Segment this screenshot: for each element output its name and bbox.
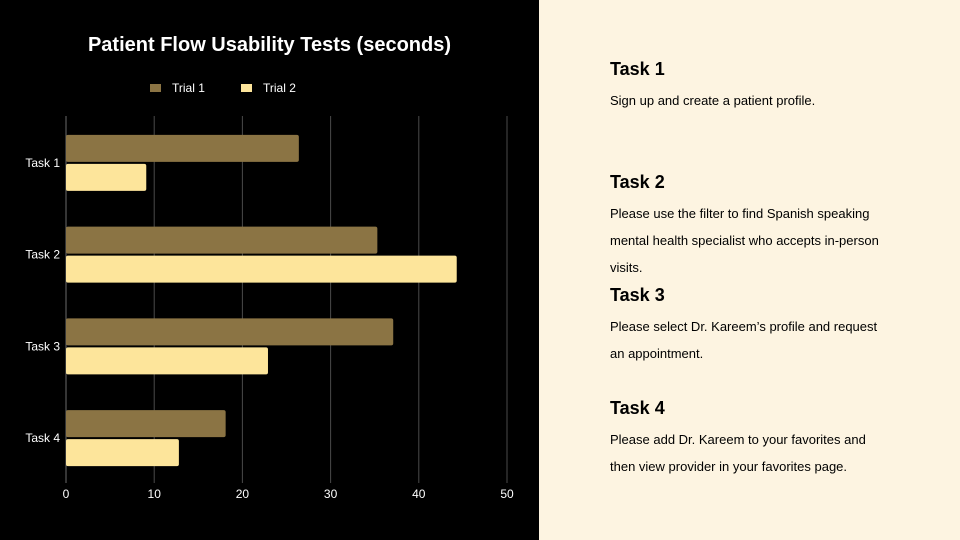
task-3-title: Task 3 — [610, 285, 665, 305]
task-4-line-1: Please add Dr. Kareem to your favorites … — [610, 432, 866, 447]
legend-label: Trial 2 — [263, 81, 296, 95]
bar-chart: 0 10 20 30 40 50 Task 1 Task 2 Task 3 Task 4 Trial… — [25, 81, 514, 501]
bar-trial-2-task-4 — [66, 439, 179, 467]
task-panel: Task 1 Sign up and create a patient prof… — [539, 0, 960, 540]
y-category-label: Task 2 — [25, 248, 60, 262]
task-4-title: Task 4 — [610, 398, 665, 418]
task-1-title: Task 1 — [610, 59, 665, 79]
task-2-line-1: Please use the filter to find Spanish sp… — [610, 206, 870, 221]
chart-title: Patient Flow Usability Tests (seconds) — [87, 34, 452, 56]
legend-swatch — [150, 84, 161, 92]
bar-trial-1-task-3 — [66, 318, 394, 346]
y-category-label: Task 1 — [25, 156, 60, 170]
bar-trial-1-task-1 — [66, 134, 299, 162]
task-4-block: Task 4 Please add Dr. Kareem to your fav… — [610, 396, 940, 480]
task-3-line-1: Please select Dr. Kareem’s profile and r… — [610, 319, 878, 334]
bar-trial-1-task-4 — [66, 410, 226, 438]
chart-panel: Patient Flow Usability Tests (seconds) 0… — [25, 34, 514, 501]
task-4-line-2: then view provider in your favorites pag… — [610, 459, 848, 474]
x-tick-label: 50 — [500, 487, 514, 501]
task-2-title: Task 2 — [610, 172, 665, 192]
y-category-label: Task 4 — [25, 431, 60, 445]
legend-swatch — [241, 84, 252, 92]
x-tick-label: 0 — [63, 487, 70, 501]
y-category-label: Task 3 — [25, 339, 60, 353]
x-tick-label: 10 — [148, 487, 162, 501]
x-tick-label: 40 — [412, 487, 426, 501]
bar-trial-1-task-2 — [66, 226, 378, 254]
task-1-block: Task 1 Sign up and create a patient prof… — [610, 57, 940, 114]
task-2-block: Task 2 Please use the filter to find Spa… — [610, 170, 940, 281]
task-2-line-3: visits. — [610, 260, 643, 275]
bar-trial-2-task-2 — [66, 255, 457, 283]
task-2-line-2: mental health specialist who accepts in-… — [610, 233, 879, 248]
bar-trial-2-task-1 — [66, 163, 147, 191]
x-tick-label: 30 — [324, 487, 338, 501]
legend-label: Trial 1 — [172, 81, 205, 95]
task-3-line-2: an appointment. — [610, 346, 704, 361]
bar-trial-2-task-3 — [66, 347, 268, 375]
x-tick-label: 20 — [236, 487, 250, 501]
task-3-block: Task 3 Please select Dr. Kareem’s profil… — [610, 283, 940, 367]
task-1-line-1: Sign up and create a patient profile. — [610, 93, 816, 108]
